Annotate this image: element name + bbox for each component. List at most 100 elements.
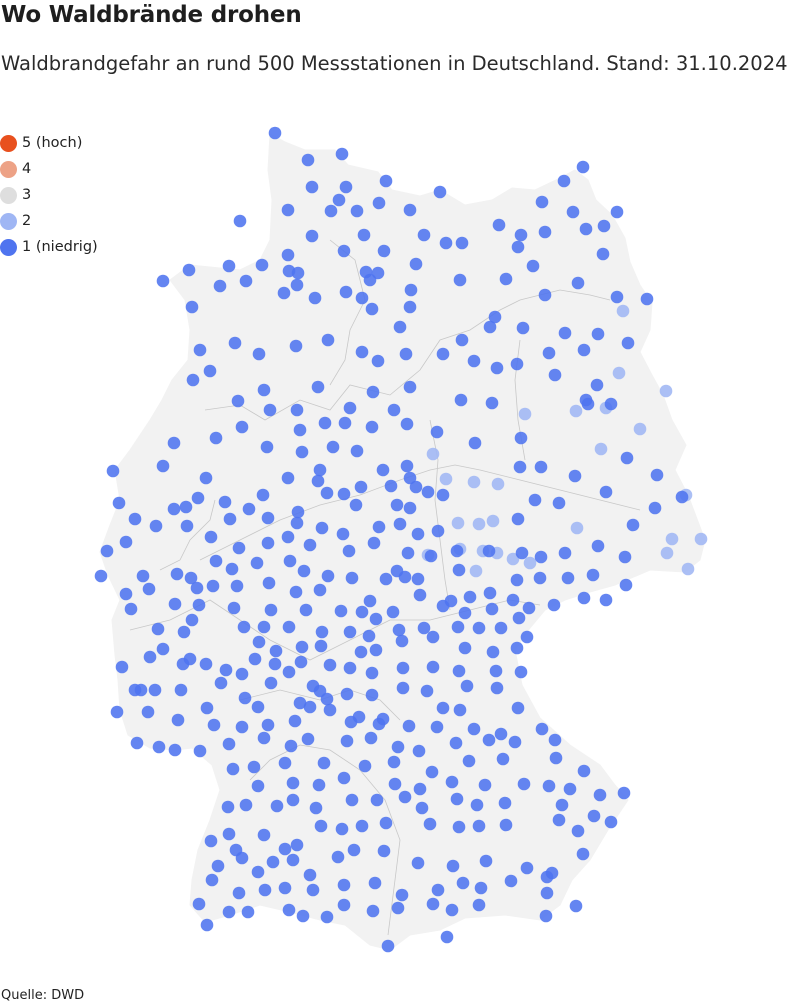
station-marker-level-1: [283, 554, 297, 568]
station-marker-level-1: [426, 897, 440, 911]
station-marker-level-1: [314, 819, 328, 833]
station-marker-level-1: [455, 333, 469, 347]
station-marker-level-1: [510, 641, 524, 655]
station-marker-level-1: [339, 285, 353, 299]
station-marker-level-1: [141, 705, 155, 719]
station-marker-level-1: [204, 530, 218, 544]
station-marker-level-1: [288, 714, 302, 728]
station-marker-level-1: [185, 300, 199, 314]
station-marker-level-1: [520, 861, 534, 875]
station-marker-level-1: [540, 886, 554, 900]
germany-map: [94, 126, 708, 953]
station-marker-level-1: [558, 546, 572, 560]
station-marker-level-1: [460, 679, 474, 693]
station-marker-level-1: [281, 248, 295, 262]
station-marker-level-1: [269, 644, 283, 658]
station-marker-level-2: [469, 564, 483, 578]
station-marker-level-1: [453, 273, 467, 287]
station-marker-level-1: [342, 544, 356, 558]
station-marker-level-1: [571, 824, 585, 838]
station-marker-level-1: [340, 734, 354, 748]
station-marker-level-1: [577, 343, 591, 357]
station-marker-level-1: [463, 590, 477, 604]
station-marker-level-1: [321, 569, 335, 583]
station-marker-level-1: [231, 394, 245, 408]
station-marker-level-1: [426, 660, 440, 674]
station-marker-level-1: [451, 620, 465, 634]
station-marker-level-1: [409, 257, 423, 271]
station-marker-level-1: [282, 903, 296, 917]
station-marker-level-1: [365, 666, 379, 680]
station-marker-level-1: [506, 593, 520, 607]
station-marker-level-2: [665, 532, 679, 546]
station-marker-level-1: [576, 847, 590, 861]
station-marker-level-1: [290, 403, 304, 417]
station-marker-level-1: [539, 909, 553, 923]
station-marker-level-2: [633, 422, 647, 436]
station-marker-level-1: [386, 605, 400, 619]
station-marker-level-1: [286, 776, 300, 790]
station-marker-level-1: [552, 496, 566, 510]
station-marker-level-1: [339, 180, 353, 194]
station-marker-level-1: [425, 765, 439, 779]
station-marker-level-1: [446, 859, 460, 873]
station-marker-level-1: [290, 278, 304, 292]
station-marker-level-1: [119, 587, 133, 601]
station-marker-level-1: [513, 460, 527, 474]
station-marker-level-1: [377, 844, 391, 858]
station-marker-level-1: [293, 696, 307, 710]
station-marker-level-1: [372, 196, 386, 210]
station-marker-level-1: [297, 564, 311, 578]
station-marker-level-1: [296, 909, 310, 923]
station-marker-level-1: [370, 793, 384, 807]
station-marker-level-1: [368, 876, 382, 890]
station-marker-level-1: [488, 310, 502, 324]
station-marker-level-2: [594, 442, 608, 456]
station-marker-level-1: [263, 403, 277, 417]
station-marker-level-1: [268, 657, 282, 671]
station-marker-level-1: [239, 274, 253, 288]
station-marker-level-1: [542, 346, 556, 360]
station-marker-level-1: [237, 620, 251, 634]
station-marker-level-1: [454, 393, 468, 407]
station-marker-level-1: [433, 185, 447, 199]
station-marker-level-1: [366, 385, 380, 399]
station-marker-level-1: [257, 828, 271, 842]
station-marker-level-1: [222, 259, 236, 273]
station-marker-level-1: [640, 292, 654, 306]
station-marker-level-1: [549, 751, 563, 765]
station-marker-level-1: [467, 722, 481, 736]
station-marker-level-1: [266, 855, 280, 869]
station-marker-level-1: [540, 870, 554, 884]
station-marker-level-1: [413, 588, 427, 602]
station-marker-level-1: [395, 888, 409, 902]
station-marker-level-1: [621, 336, 635, 350]
station-marker-level-1: [100, 544, 114, 558]
station-marker-level-1: [358, 759, 372, 773]
station-marker-level-1: [363, 273, 377, 287]
station-marker-level-1: [312, 778, 326, 792]
station-marker-level-1: [579, 222, 593, 236]
station-marker-level-1: [400, 417, 414, 431]
station-marker-level-1: [411, 856, 425, 870]
station-marker-level-1: [597, 219, 611, 233]
station-marker-level-1: [332, 193, 346, 207]
station-marker-level-1: [247, 760, 261, 774]
station-marker-level-1: [398, 790, 412, 804]
station-marker-level-1: [510, 357, 524, 371]
station-marker-level-1: [362, 629, 376, 643]
station-marker-level-1: [281, 471, 295, 485]
station-marker-level-1: [313, 684, 327, 698]
station-marker-level-1: [472, 898, 486, 912]
station-marker-level-2: [569, 404, 583, 418]
station-marker-level-1: [264, 676, 278, 690]
station-marker-level-1: [206, 579, 220, 593]
station-marker-level-1: [291, 266, 305, 280]
station-marker-level-1: [377, 244, 391, 258]
station-marker-level-1: [130, 736, 144, 750]
station-marker-level-1: [445, 903, 459, 917]
station-marker-level-1: [338, 416, 352, 430]
station-marker-level-1: [403, 203, 417, 217]
station-marker-level-2: [439, 472, 453, 486]
station-marker-level-1: [390, 498, 404, 512]
